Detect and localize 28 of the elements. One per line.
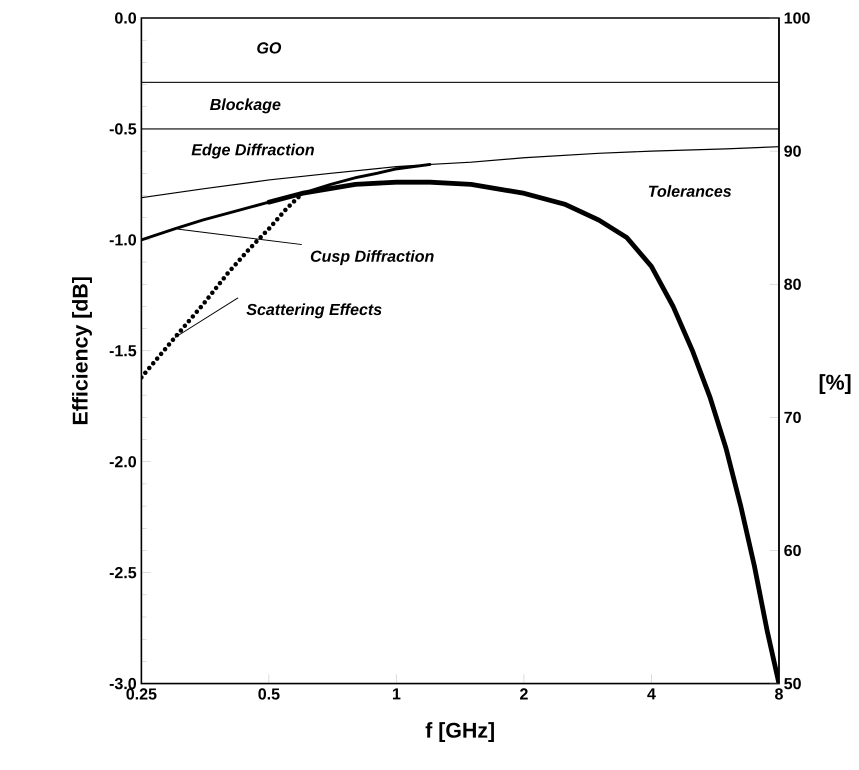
y2-tick-label: 80 xyxy=(784,278,801,290)
y-tick-label: -1.5 xyxy=(110,345,136,357)
y2-tick-label: 90 xyxy=(784,146,801,157)
y2-tick-label: 100 xyxy=(784,12,810,24)
y2-axis-title: [%] xyxy=(820,374,850,394)
x-tick-label: 4 xyxy=(647,688,656,700)
y-tick-label: -2.5 xyxy=(110,567,136,579)
y-tick-label: 0.0 xyxy=(115,12,136,24)
x-tick-label: 2 xyxy=(520,688,528,700)
x-axis-title: f [GHz] xyxy=(426,722,494,742)
y2-tick-label: 60 xyxy=(784,545,801,556)
y-tick-label: -3.0 xyxy=(110,678,136,690)
y2-tick-label: 50 xyxy=(784,678,801,690)
x-tick-label: 8 xyxy=(775,688,783,700)
annotation: Edge Diffraction xyxy=(192,144,314,159)
y-tick-label: -1.0 xyxy=(110,234,136,246)
y-tick-label: -2.0 xyxy=(110,456,136,468)
y-axis-title: Efficiency [dB] xyxy=(72,278,92,424)
x-tick-label: 0.25 xyxy=(126,688,157,700)
annotation: GO xyxy=(257,42,282,54)
annotation: Blockage xyxy=(210,98,280,114)
annotation: Cusp Diffraction xyxy=(310,250,434,266)
y-tick-label: -0.5 xyxy=(110,123,136,135)
x-tick-label: 0.5 xyxy=(258,688,280,700)
annotation: Scattering Effects xyxy=(246,304,382,319)
y2-tick-label: 70 xyxy=(784,412,801,424)
annotation: Tolerances xyxy=(648,185,732,198)
x-tick-label: 1 xyxy=(392,688,400,700)
